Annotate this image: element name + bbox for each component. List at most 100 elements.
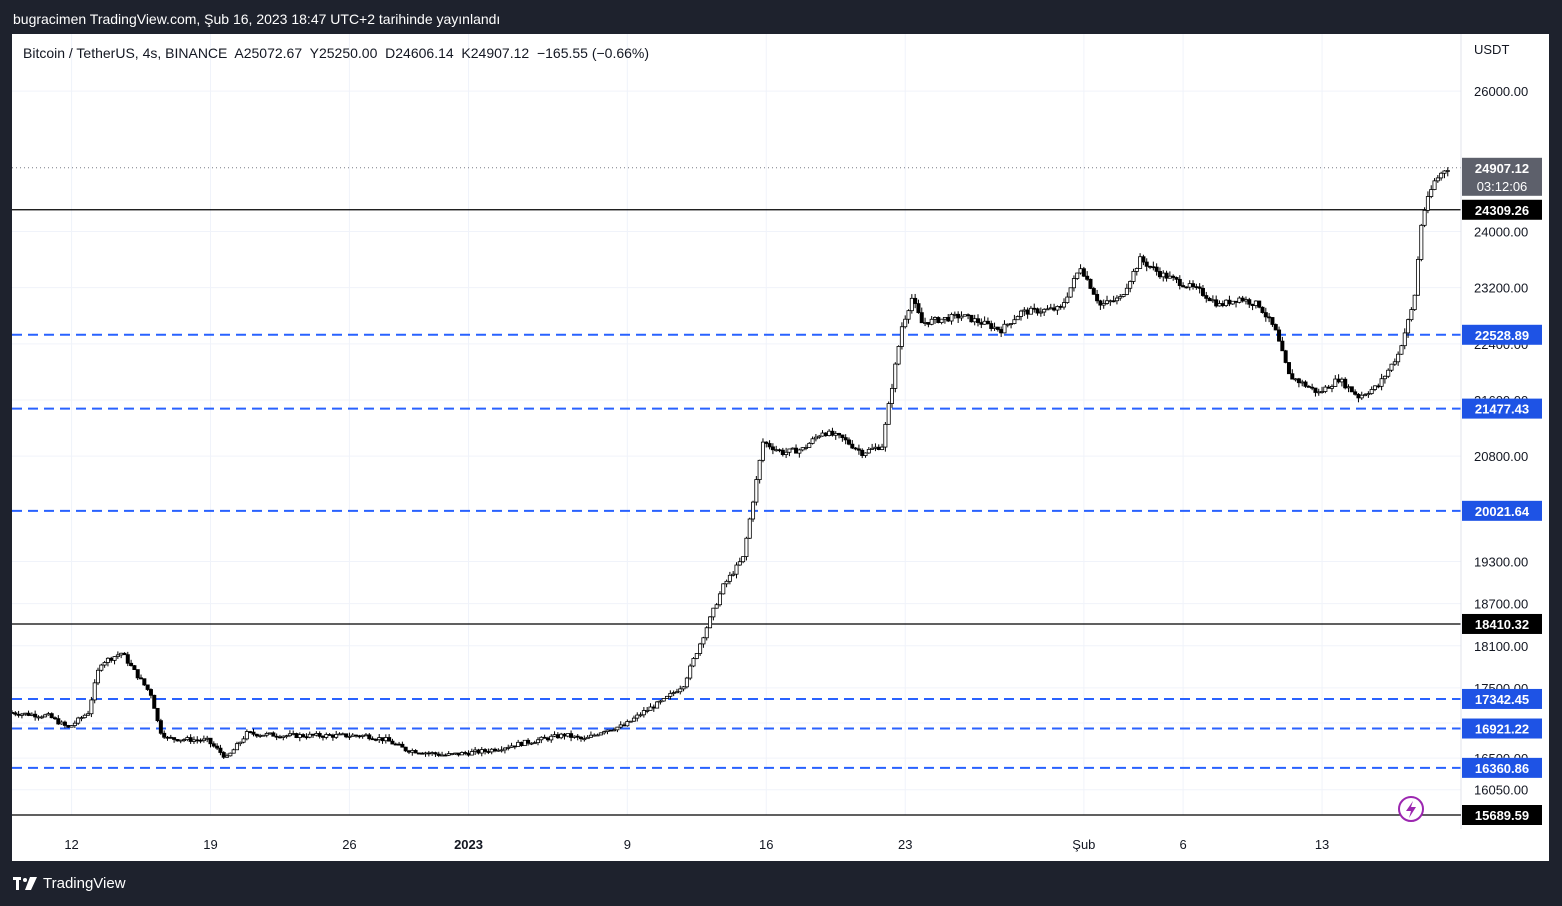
- level-price-text: 18410.32: [1475, 617, 1529, 632]
- candle-body: [463, 752, 468, 754]
- candle-body: [598, 732, 603, 736]
- candle-body: [1247, 299, 1252, 305]
- level-price-badge: [1462, 613, 1542, 634]
- candle-body: [860, 449, 865, 456]
- candle-body: [870, 447, 875, 450]
- candle-body: [1320, 391, 1325, 393]
- candle-body: [1234, 300, 1239, 303]
- candle-body: [1432, 180, 1437, 190]
- candle-body: [1009, 323, 1014, 325]
- candle-body: [119, 652, 124, 656]
- level-price-text: 17342.45: [1475, 692, 1529, 707]
- candle-body: [96, 669, 101, 684]
- candle-body: [827, 430, 832, 436]
- candle-body: [522, 739, 527, 747]
- tradingview-logo[interactable]: TradingView: [13, 875, 126, 892]
- candle-body: [1015, 316, 1020, 321]
- candle-body: [1111, 300, 1116, 303]
- time-tick-label: 26: [342, 837, 356, 852]
- candle-body: [774, 449, 779, 452]
- candle-body: [390, 740, 395, 745]
- candle-body: [1019, 310, 1024, 317]
- candle-body: [195, 739, 200, 742]
- candle-body: [304, 736, 309, 739]
- candle-body: [49, 713, 54, 719]
- candle-body: [976, 318, 981, 323]
- candle-body: [82, 714, 87, 719]
- candle-body: [631, 717, 636, 722]
- candle-body: [327, 734, 332, 736]
- candle-body: [215, 745, 220, 749]
- candle-body: [529, 742, 534, 745]
- candle-body: [1042, 308, 1047, 313]
- candle-body: [182, 739, 187, 742]
- lightning-icon[interactable]: [1398, 796, 1424, 822]
- candle-body: [476, 749, 481, 754]
- candle-body: [492, 748, 497, 752]
- candle-body: [281, 735, 286, 738]
- candle-series: [12, 167, 1450, 759]
- candle-body: [1376, 385, 1381, 388]
- candle-body: [674, 691, 679, 694]
- candle-body: [1204, 295, 1209, 299]
- candle-body: [1171, 275, 1176, 278]
- time-tick-label: 2023: [454, 837, 483, 852]
- candle-body: [727, 574, 732, 582]
- candle-body: [363, 734, 368, 737]
- candle-body: [721, 583, 726, 595]
- candle-body: [658, 700, 663, 703]
- candle-body: [105, 657, 110, 663]
- candle-body: [1286, 362, 1291, 375]
- candle-body: [909, 297, 914, 312]
- candle-body: [807, 442, 812, 448]
- candle-body: [638, 714, 643, 717]
- candle-body: [602, 731, 607, 734]
- candle-body: [1439, 172, 1444, 179]
- candle-body: [337, 733, 342, 736]
- candle-body: [1095, 293, 1100, 302]
- candle-body: [367, 734, 372, 740]
- candle-body: [1392, 361, 1397, 365]
- tradingview-logo-icon: [13, 876, 37, 890]
- candle-body: [853, 447, 858, 450]
- candle-body: [1121, 294, 1126, 297]
- candle-body: [254, 733, 259, 737]
- time-axis: 12 19 26 2023 9 16 23 Şub 6 13: [64, 837, 1329, 852]
- candle-body: [62, 721, 67, 726]
- candle-body: [287, 733, 292, 737]
- candle-body: [228, 752, 233, 757]
- candle-body: [979, 322, 984, 325]
- chart-svg[interactable]: 26000.0024000.0023200.0022400.0021600.00…: [12, 34, 1549, 861]
- chart-frame[interactable]: 26000.0024000.0023200.0022400.0021600.00…: [12, 34, 1549, 861]
- candle-body: [294, 733, 299, 738]
- candle-body: [198, 739, 203, 742]
- level-price-text: 16360.86: [1475, 761, 1529, 776]
- candle-body: [433, 752, 438, 755]
- candle-body: [1366, 393, 1371, 396]
- candle-body: [248, 731, 253, 733]
- candle-body: [1174, 277, 1179, 280]
- candle-body: [1071, 278, 1076, 289]
- candle-body: [876, 446, 881, 450]
- candle-body: [1210, 299, 1215, 302]
- candle-body: [1045, 308, 1050, 311]
- candle-body: [188, 737, 193, 742]
- candle-body: [1091, 288, 1096, 295]
- candle-body: [112, 656, 117, 661]
- candle-body: [1323, 386, 1328, 392]
- candle-body: [1105, 300, 1110, 304]
- candle-body: [43, 714, 48, 718]
- candle-body: [1280, 340, 1285, 352]
- candle-body: [794, 447, 799, 454]
- candle-body: [777, 449, 782, 452]
- candle-body: [830, 430, 835, 436]
- price-tick-label: 26000.00: [1474, 84, 1528, 99]
- candle-body: [251, 731, 256, 735]
- candle-body: [483, 749, 488, 752]
- candle-body: [46, 713, 51, 716]
- candle-body: [1144, 261, 1149, 267]
- candle-body: [757, 459, 762, 480]
- candle-body: [148, 689, 153, 696]
- candle-body: [532, 742, 537, 745]
- candle-body: [1369, 389, 1374, 394]
